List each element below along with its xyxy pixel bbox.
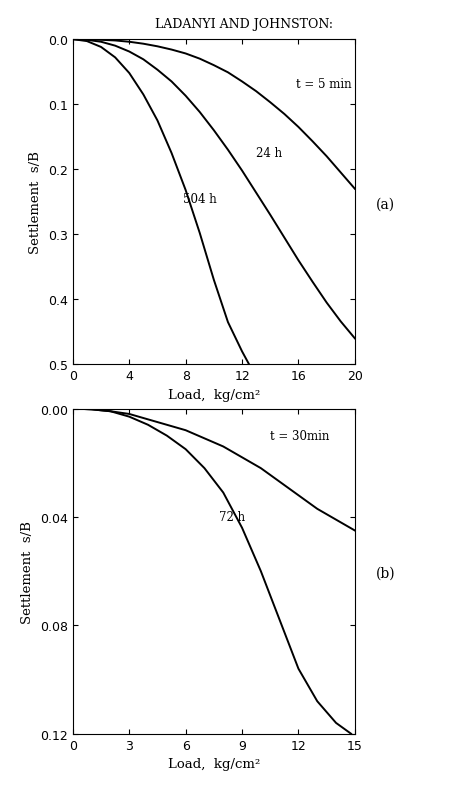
Text: LADANYI AND JOHNSTON:: LADANYI AND JOHNSTON:: [156, 18, 333, 30]
X-axis label: Load,  kg/cm²: Load, kg/cm²: [168, 388, 260, 401]
X-axis label: Load,  kg/cm²: Load, kg/cm²: [168, 757, 260, 770]
Text: 504 h: 504 h: [183, 192, 217, 206]
Text: 72 h: 72 h: [219, 511, 246, 524]
Text: t = 5 min: t = 5 min: [296, 78, 351, 91]
Text: t = 30min: t = 30min: [270, 430, 329, 443]
Text: (a): (a): [376, 197, 395, 212]
Y-axis label: Settlement  s/B: Settlement s/B: [22, 520, 34, 623]
Y-axis label: Settlement  s/B: Settlement s/B: [30, 151, 42, 254]
Text: 24 h: 24 h: [256, 148, 282, 160]
Text: (b): (b): [376, 566, 396, 581]
